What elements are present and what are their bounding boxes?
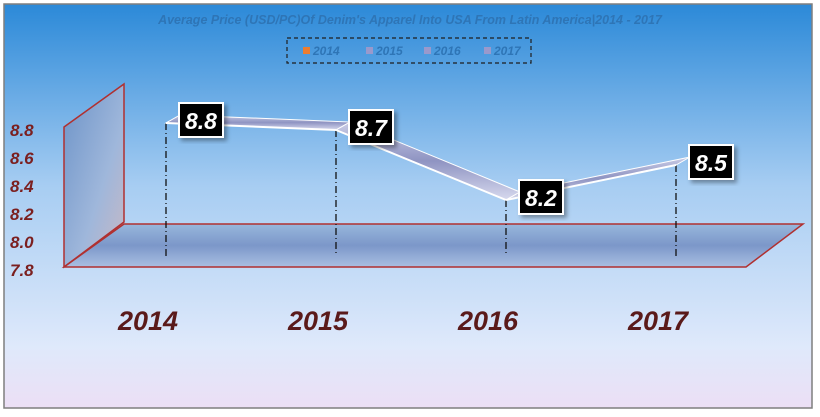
legend-swatch-2017	[484, 47, 491, 54]
y-tick-label: 8.2	[10, 205, 34, 224]
x-tick-label: 2017	[627, 306, 690, 336]
chart-background	[3, 3, 813, 409]
drop-lines	[165, 123, 677, 256]
data-label-text: 8.5	[695, 150, 728, 176]
legend-swatch-2015	[366, 47, 373, 54]
legend-swatch-2016	[424, 47, 431, 54]
legend-box	[286, 37, 532, 64]
data-label-text: 8.2	[525, 185, 557, 211]
y-tick-label: 8.8	[10, 121, 34, 140]
legend-label-2016: 2016	[433, 44, 461, 58]
data-label-box	[688, 144, 734, 180]
data-label: 8.8	[178, 102, 224, 138]
data-label: 8.2	[518, 179, 564, 215]
x-tick-label: 2014	[117, 306, 178, 336]
y-tick-label: 7.8	[10, 261, 34, 280]
y-tick-label: 8.6	[10, 149, 34, 168]
data-label-text: 8.7	[355, 115, 388, 141]
data-labels: 8.8 8.7 8.2 8.5	[178, 102, 734, 215]
chart-floor	[61, 223, 806, 268]
data-label-box	[348, 109, 394, 145]
legend-label-2014: 2014	[312, 44, 340, 58]
legend-label-2017: 2017	[493, 44, 522, 58]
data-label-text: 8.8	[185, 108, 217, 134]
chart-back-wall	[63, 82, 125, 269]
data-label-box	[178, 102, 224, 138]
y-axis-ticks: 7.8 8.0 8.2 8.4 8.6 8.8	[10, 121, 34, 280]
y-tick-label: 8.4	[10, 177, 34, 196]
y-tick-label: 8.0	[10, 233, 34, 252]
data-label: 8.7	[348, 109, 394, 145]
data-label-box	[518, 179, 564, 215]
x-tick-label: 2016	[457, 306, 519, 336]
legend: 2014 2015 2016 2017	[303, 44, 522, 58]
data-label: 8.5	[688, 144, 734, 180]
legend-label-2015: 2015	[375, 44, 403, 58]
x-tick-label: 2015	[287, 306, 349, 336]
x-axis-ticks: 2014 2015 2016 2017	[117, 306, 690, 336]
chart-title: Average Price (USD/PC)Of Denim's Apparel…	[157, 13, 663, 27]
legend-swatch-2014	[303, 47, 310, 54]
